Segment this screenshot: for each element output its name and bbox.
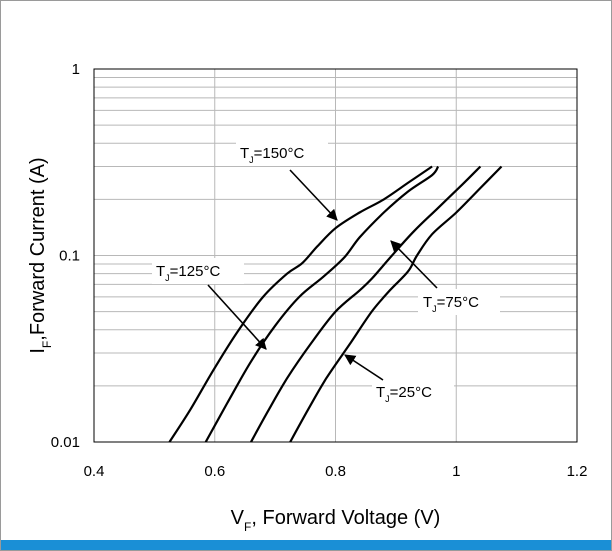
accent-bar [1,540,611,550]
annotation-background [152,258,244,284]
series-line [289,165,503,443]
annotation-arrow [344,354,384,381]
y-tick-label: 1 [72,61,80,78]
x-tick-label: 0.6 [204,463,225,480]
annotation-label: TJ=25°C [376,384,432,404]
y-tick-label: 0.01 [51,434,80,451]
series-line [204,165,440,443]
x-axis-title: VF, Forward Voltage (V) [231,507,441,534]
y-axis-title: IF,Forward Current (A) [27,157,54,353]
x-tick-label: 1.2 [567,463,588,480]
annotation-label: TJ=75°C [423,294,479,314]
series-line [250,165,482,443]
annotation-label: TJ=150°C [240,145,304,165]
grid-lines [94,69,577,442]
annotation-arrow [390,240,438,289]
annotation-background [372,379,454,405]
plot-area [93,68,578,443]
annotations: TJ=150°C TJ=125°C TJ=75°C TJ=25°C [152,140,500,405]
annotation-label: TJ=125°C [156,263,220,283]
annotation-background [236,140,328,166]
x-tick-label: 1 [452,463,460,480]
x-tick-label: 0.4 [84,463,105,480]
x-tick-label: 0.8 [325,463,346,480]
tick-labels: 0.4 0.6 0.8 1 1.2 0.01 0.1 1 [51,61,588,480]
annotation-background [418,289,500,315]
axis-titles: VF, Forward Voltage (V) IF,Forward Curren… [27,157,440,534]
series-line [168,165,433,443]
annotation-arrow [289,169,338,221]
annotation-arrow [207,284,267,350]
curves [168,165,503,443]
y-tick-label: 0.1 [59,248,80,265]
